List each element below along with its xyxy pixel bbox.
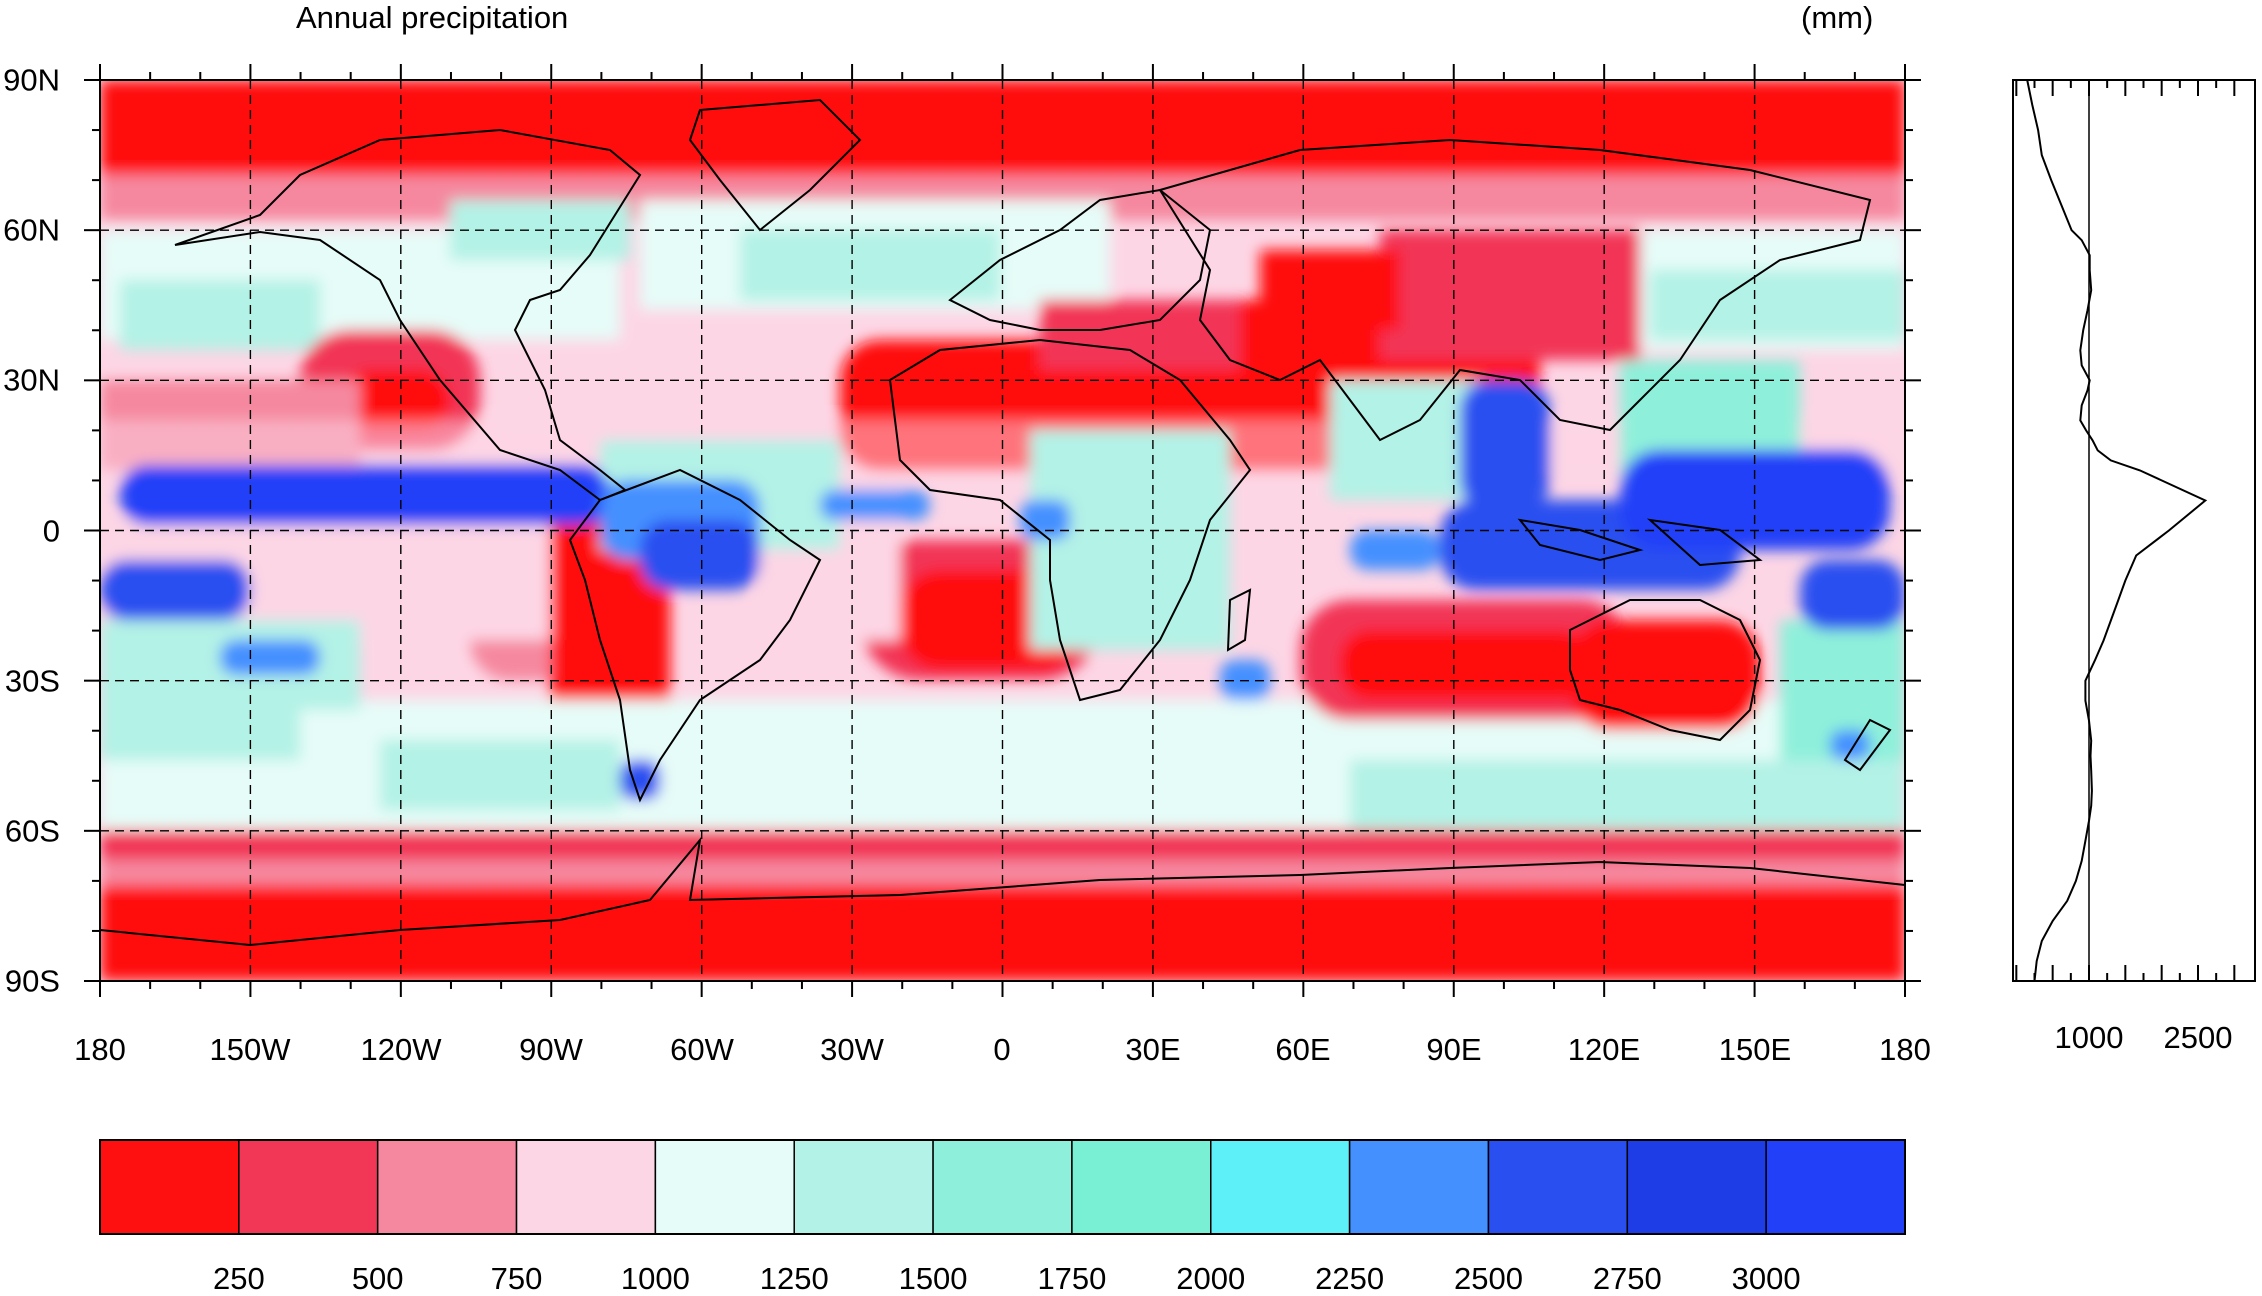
map-ticks (84, 64, 1921, 997)
lon-label: 180 (1879, 1032, 1931, 1067)
lon-label: 180 (74, 1032, 126, 1067)
colorbar-label: 1750 (1037, 1261, 1107, 1296)
colorbar-label: 2750 (1592, 1261, 1662, 1296)
lon-label: 120E (1567, 1032, 1641, 1067)
colorbar-frame (99, 1139, 1906, 1235)
colorbar-cell (238, 1139, 379, 1235)
zonal-mean-line (2026, 79, 2208, 982)
lat-label: 30S (4, 663, 60, 699)
profile-frame (2012, 79, 2256, 982)
colorbar-cell (376, 1139, 518, 1235)
colorbar-label: 1500 (898, 1261, 968, 1296)
lon-label: 0 (993, 1032, 1011, 1067)
colorbar-label: 3000 (1731, 1261, 1801, 1296)
profile-tick-label: 1000 (2054, 1020, 2124, 1055)
colorbar-cell (99, 1139, 240, 1235)
colorbar-label: 2000 (1176, 1261, 1246, 1296)
lon-label: 60E (1275, 1032, 1331, 1067)
colorbar-cell (932, 1139, 1073, 1235)
colorbar-cell (1348, 1139, 1490, 1235)
colorbar-label: 1250 (759, 1261, 829, 1296)
lon-label: 150E (1718, 1032, 1792, 1067)
lon-label: 120W (360, 1032, 442, 1067)
lat-label: 90N (3, 62, 60, 98)
lon-label: 30E (1125, 1032, 1181, 1067)
colorbar-cell (515, 1139, 657, 1235)
lon-label: 150W (209, 1032, 291, 1067)
colorbar-cell (1765, 1139, 1906, 1235)
lat-label: 0 (42, 513, 60, 549)
lat-label: 60S (4, 813, 60, 849)
colorbar-label: 2500 (1453, 1261, 1523, 1296)
colorbar-label: 500 (351, 1261, 404, 1296)
colorbar-cell (1487, 1139, 1629, 1235)
lon-label: 90W (519, 1032, 583, 1067)
colorbar-cell (1210, 1139, 1351, 1235)
colorbar-cell (1071, 1139, 1212, 1235)
lon-label: 90E (1426, 1032, 1482, 1067)
graticule (100, 80, 1905, 981)
colorbar-cell (654, 1139, 795, 1235)
lat-label: 90S (4, 963, 60, 999)
lon-label: 30W (820, 1032, 884, 1067)
lat-label: 60N (3, 212, 60, 248)
colorbar-cell (1626, 1139, 1767, 1235)
colorbar-cell (793, 1139, 934, 1235)
coastlines (100, 98, 1905, 947)
colorbar-label: 750 (490, 1261, 543, 1296)
colorbar-label: 250 (212, 1261, 265, 1296)
colorbar-label: 2250 (1315, 1261, 1385, 1296)
lat-label: 30N (3, 362, 60, 398)
chart-title: Annual precipitation (296, 0, 569, 35)
unit-label: (mm) (1801, 0, 1874, 35)
profile-tick-label: 2500 (2163, 1020, 2233, 1055)
lon-label: 60W (670, 1032, 734, 1067)
colorbar-label: 1000 (620, 1261, 690, 1296)
